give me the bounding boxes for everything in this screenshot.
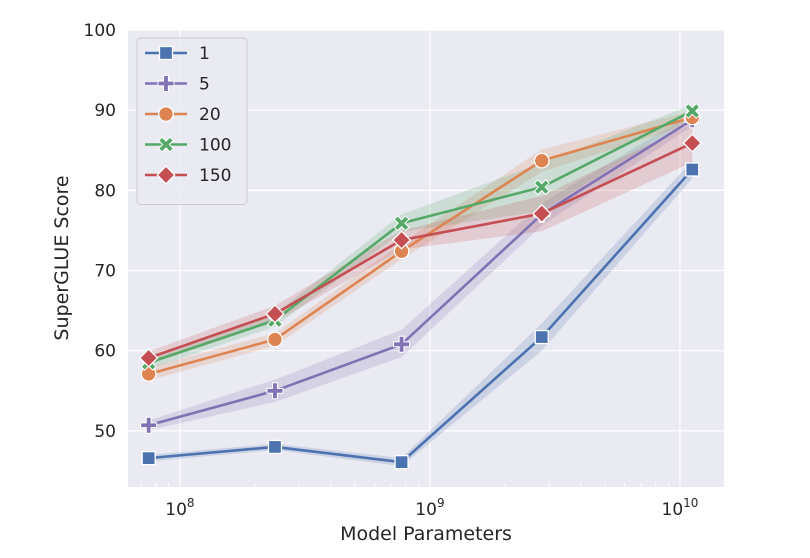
x-tick-label: 108	[165, 496, 194, 520]
series-150-point	[682, 133, 702, 153]
x-marker-shape	[393, 215, 410, 232]
x-tick-labels: 108 109 1010	[165, 496, 698, 520]
confidence-bands	[148, 104, 693, 467]
legend-marker-1	[158, 45, 174, 61]
y-tick-label: 80	[94, 181, 116, 201]
series-1-point	[394, 454, 409, 470]
y-tick-label: 50	[94, 422, 116, 442]
series-5-point	[140, 416, 158, 434]
series-1-point	[141, 450, 156, 466]
series-1-point	[534, 329, 549, 345]
y-tick-label: 100	[84, 21, 116, 41]
legend-label: 5	[199, 75, 210, 95]
y-tick-label: 70	[94, 262, 116, 282]
x-marker-shape	[157, 136, 175, 153]
series-100-point	[684, 102, 701, 120]
legend-marker-150	[156, 165, 176, 185]
legend-marker-20	[158, 106, 174, 122]
series-1-point	[685, 162, 700, 177]
series-100-band	[148, 104, 693, 370]
x-marker-shape	[684, 102, 701, 120]
y-tick-label: 60	[94, 342, 116, 362]
series-markers	[138, 102, 702, 470]
x-tick-label: 109	[415, 496, 444, 520]
series-20-point	[533, 152, 550, 169]
x-marker-shape	[533, 179, 550, 196]
series-100-point	[393, 215, 410, 232]
legend-label: 20	[199, 105, 221, 125]
legend-label: 100	[199, 136, 231, 156]
y-tick-label: 90	[94, 101, 116, 121]
series-100-point	[533, 179, 550, 196]
legend: 1 5 20 100 150	[136, 37, 248, 205]
legend-marker-100	[157, 136, 175, 153]
series-150-band	[148, 123, 693, 365]
series-150-point	[391, 230, 412, 250]
series-20-band	[148, 110, 693, 381]
series-150-point	[265, 304, 285, 324]
y-axis-label: SuperGLUE Score	[51, 175, 73, 340]
series-1-point	[267, 439, 283, 455]
x-axis-label: Model Parameters	[340, 523, 512, 545]
y-tick-labels: 50 60 70 80 90 100	[84, 21, 116, 442]
series-150-point	[532, 203, 552, 224]
series-5-point	[393, 335, 411, 353]
legend-marker-5	[157, 75, 175, 92]
series-20-point	[267, 331, 283, 348]
x-tick-label: 1010	[662, 496, 699, 520]
series-5-point	[266, 382, 284, 400]
series-150-point	[138, 348, 159, 368]
legend-label: 1	[199, 44, 210, 64]
legend-label: 150	[199, 166, 231, 186]
